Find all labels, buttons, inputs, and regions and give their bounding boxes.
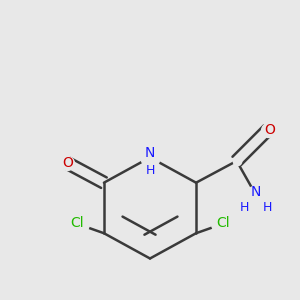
Text: N: N xyxy=(251,185,261,199)
Text: Cl: Cl xyxy=(216,216,230,230)
Text: H: H xyxy=(145,164,155,177)
Text: H: H xyxy=(263,200,273,214)
Text: Cl: Cl xyxy=(70,216,84,230)
Text: O: O xyxy=(264,123,275,137)
Text: H: H xyxy=(239,200,249,214)
Text: N: N xyxy=(145,146,155,160)
Text: O: O xyxy=(62,156,73,170)
